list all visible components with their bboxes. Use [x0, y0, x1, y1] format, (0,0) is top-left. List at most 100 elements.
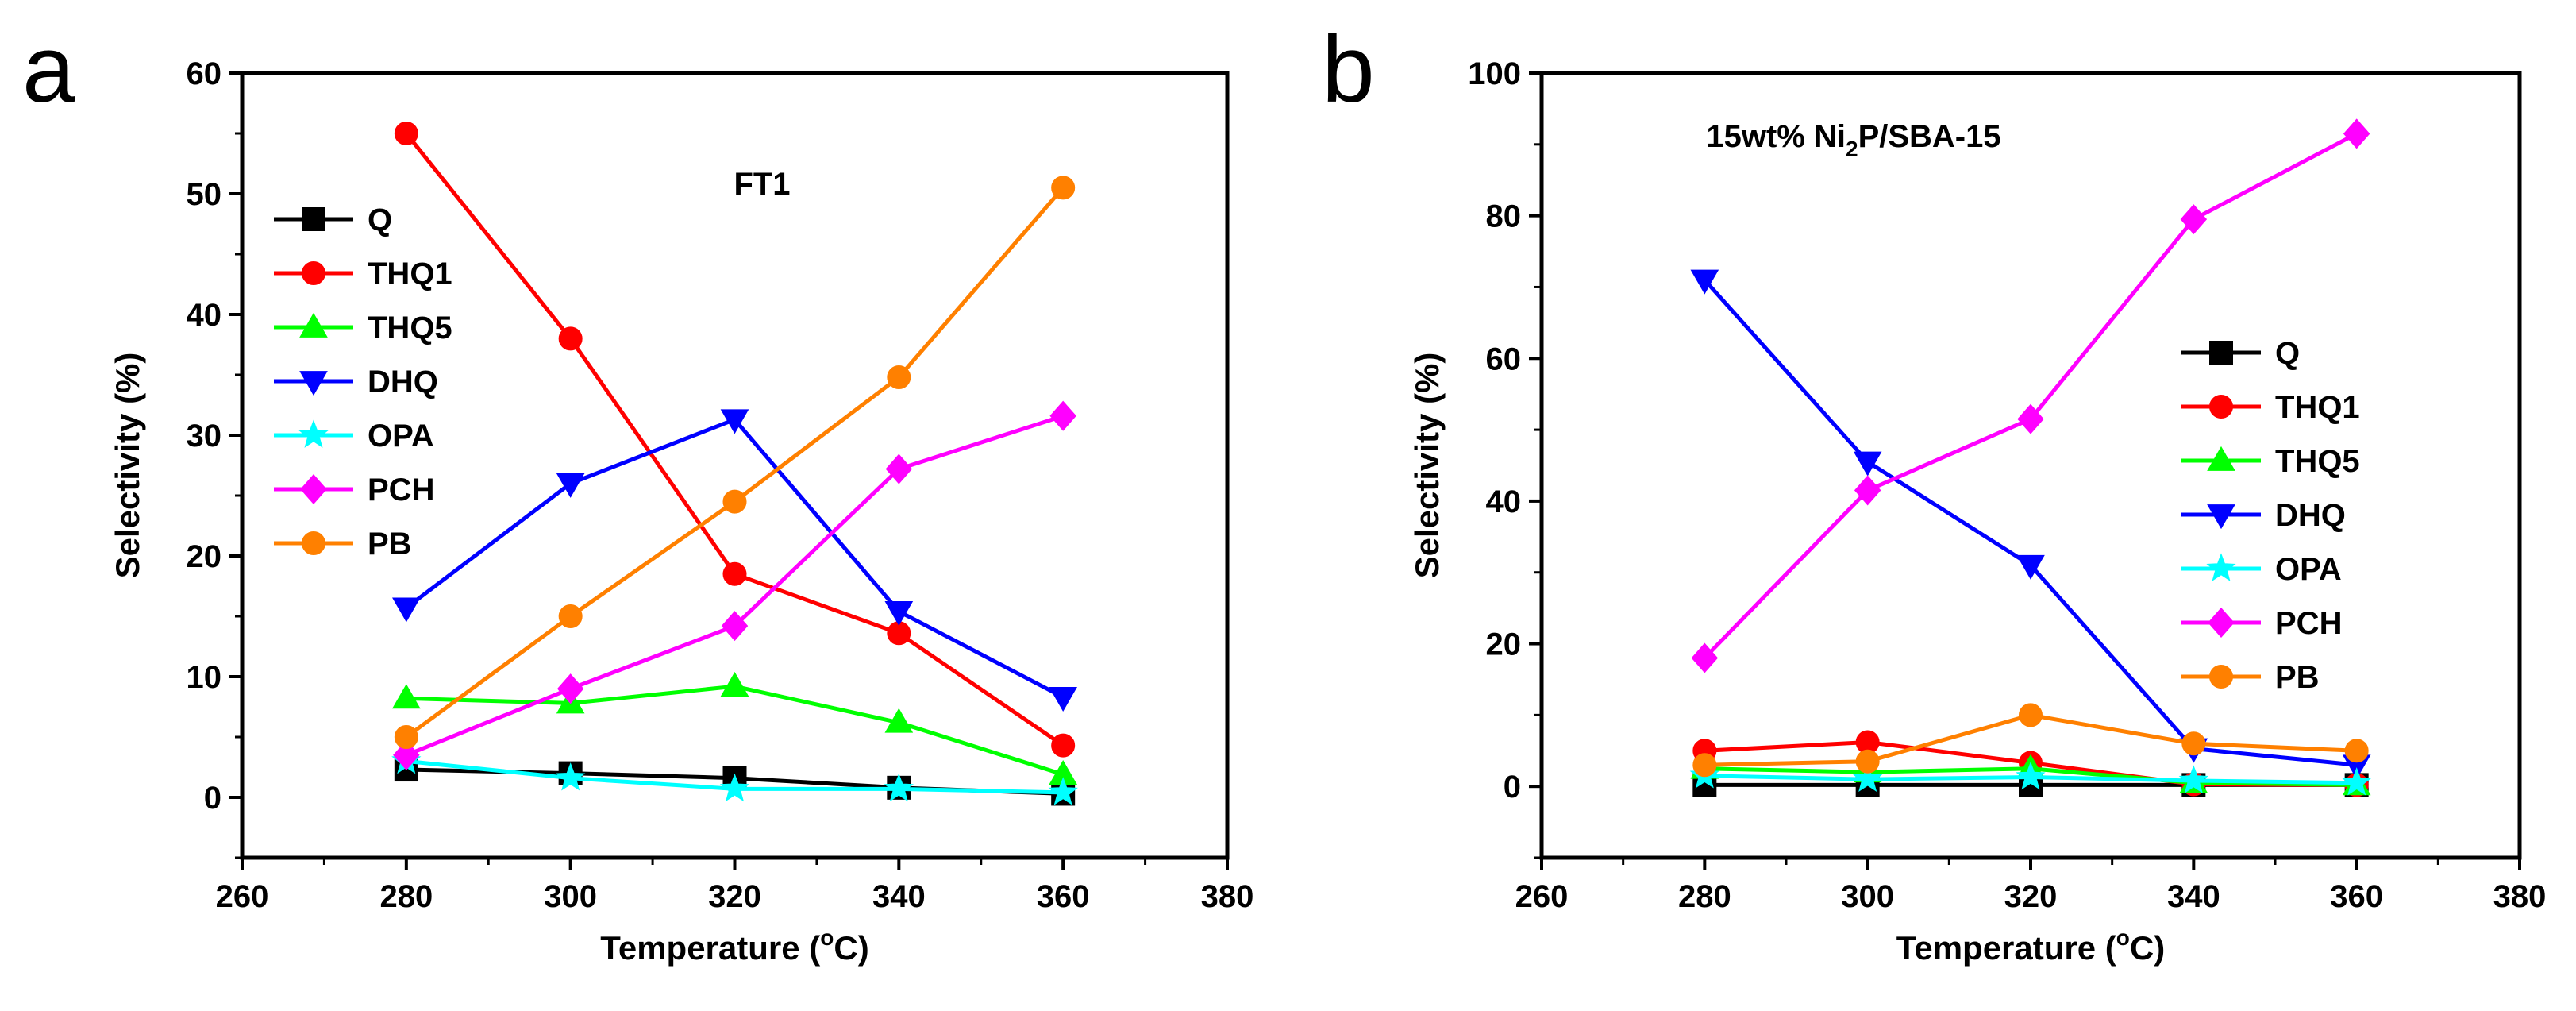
x-tick-label: 380	[1201, 879, 1254, 914]
x-tick-label: 300	[1841, 879, 1894, 914]
x-axis-label: Temperature (oC)	[600, 925, 868, 967]
data-point	[558, 326, 583, 351]
data-point	[392, 597, 421, 623]
legend-marker	[2209, 665, 2233, 689]
x-tick-label: 380	[2493, 879, 2547, 914]
data-point	[393, 739, 420, 770]
data-point	[2342, 767, 2372, 796]
legend: Q THQ1 THQ5 DHQ OPA PCH PB	[274, 203, 452, 561]
legend-marker	[302, 261, 325, 285]
data-point	[884, 773, 914, 802]
plot-frame	[1539, 71, 2522, 860]
legend: Q THQ1 THQ5 DHQ OPA PCH PB	[2181, 336, 2360, 695]
series-line	[405, 186, 1065, 739]
data-point	[556, 673, 584, 704]
legend-marker	[300, 473, 327, 505]
data-point	[1855, 749, 1880, 774]
legend-label: THQ5	[2275, 444, 2360, 479]
x-tick-label: 340	[2167, 879, 2220, 914]
y-tick-label: 80	[1486, 199, 1522, 234]
x-tick-label: 260	[216, 879, 269, 914]
data-point	[887, 365, 911, 390]
legend-label: PB	[2275, 660, 2320, 695]
legend-label: PCH	[2275, 606, 2342, 641]
data-point	[556, 473, 585, 498]
data-point	[722, 489, 747, 514]
series-line	[404, 132, 1065, 747]
data-point	[719, 773, 750, 802]
x-tick-label: 360	[2330, 879, 2383, 914]
y-axis-label: Selectivity (%)	[1408, 353, 1446, 579]
data-point	[884, 601, 914, 627]
y-tick-label: 40	[1486, 484, 1522, 519]
panel-a: a 260 280 300 320 340 360 380 0 10 20 30 40 50 60 Tempe…	[22, 16, 1253, 967]
x-tick-label: 320	[708, 879, 761, 914]
legend-label: DHQ	[368, 365, 438, 399]
data-point	[2016, 761, 2046, 790]
series-thq1	[394, 122, 1076, 758]
panel-letter: b	[1322, 16, 1375, 122]
x-axis-label-degree: o	[820, 925, 834, 950]
legend-label: THQ1	[2275, 390, 2360, 425]
panel-b: b 260 280 300 320 340 360 380 0 20 40 60 80 100 Temper…	[1322, 16, 2546, 967]
data-point	[1690, 269, 1719, 295]
x-axis-label-degree: o	[2116, 925, 2130, 950]
y-tick-label: 60	[1486, 342, 1522, 376]
x-axis-label-unit: C)	[2130, 929, 2165, 967]
y-tick-label: 20	[187, 539, 222, 574]
series-dhq	[392, 409, 1077, 712]
data-point	[720, 409, 749, 434]
legend-label: OPA	[368, 419, 434, 453]
y-tick-label: 20	[1486, 627, 1522, 662]
data-point	[1692, 753, 1717, 778]
legend-label: DHQ	[2275, 498, 2346, 533]
data-point	[1691, 642, 1719, 673]
series-thq5	[392, 672, 1077, 785]
data-point	[885, 453, 913, 484]
data-point	[1853, 451, 1882, 477]
chart-annotation: FT1	[734, 167, 790, 202]
legend-marker	[2206, 553, 2236, 581]
legend-marker	[299, 312, 328, 338]
data-point	[1051, 733, 1076, 758]
data-point	[720, 672, 749, 697]
y-tick-label: 100	[1468, 56, 1521, 91]
x-tick-label: 320	[2004, 879, 2058, 914]
legend-label: Q	[2275, 336, 2300, 371]
x-axis-label-unit: C)	[834, 929, 868, 967]
series-dhq	[1690, 269, 2371, 780]
y-axis-label: Selectivity (%)	[109, 353, 146, 579]
annotation-subscript: 2	[1846, 137, 1858, 161]
series-pch	[1691, 118, 2370, 673]
chart-annotation: 15wt% Ni2P/SBA-15	[1706, 119, 2000, 161]
legend-label: THQ1	[368, 257, 452, 291]
x-tick-label: 280	[1678, 879, 1731, 914]
x-tick-label: 280	[379, 879, 433, 914]
data-point	[394, 122, 418, 145]
y-tick-label: 0	[1504, 770, 1521, 805]
data-point	[2344, 739, 2369, 763]
data-point	[722, 561, 747, 586]
legend-label: PCH	[368, 473, 434, 507]
legend-marker	[2208, 607, 2235, 639]
legend-marker	[299, 371, 328, 396]
y-tick-label: 40	[187, 298, 222, 333]
y-tick-label: 0	[204, 781, 221, 816]
series-line	[405, 417, 1065, 700]
data-point	[2180, 204, 2208, 235]
y-tick-label: 60	[187, 56, 222, 91]
data-point	[1049, 686, 1077, 712]
legend-marker	[298, 419, 329, 448]
legend-marker	[2207, 504, 2235, 530]
data-point	[558, 604, 583, 628]
legend-marker	[2207, 446, 2235, 471]
data-point	[556, 762, 586, 791]
data-point	[1048, 777, 1078, 805]
data-point	[1049, 400, 1076, 431]
legend-marker	[302, 207, 325, 231]
series-pch	[393, 400, 1076, 770]
data-point	[2019, 703, 2043, 727]
data-point	[884, 708, 914, 733]
annotation-tail: P/SBA-15	[1858, 119, 2001, 154]
